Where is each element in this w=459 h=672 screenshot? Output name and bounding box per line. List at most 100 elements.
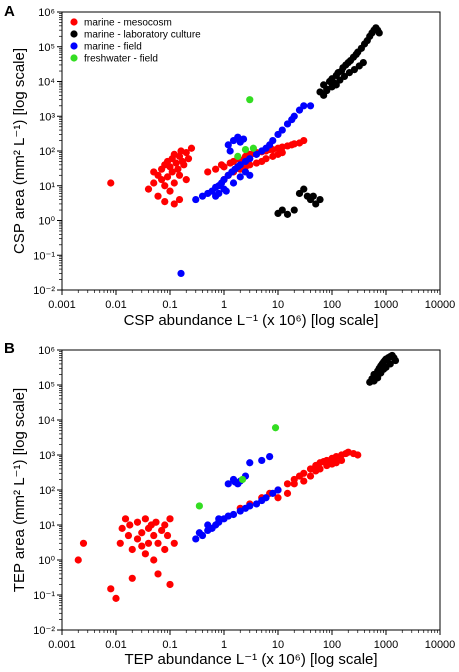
data-point bbox=[306, 472, 315, 480]
data-point bbox=[79, 539, 88, 547]
y-tick-label: 10⁵ bbox=[38, 380, 55, 392]
panel-a-y-axis-label: CSP area (mm² L⁻¹) [log scale] bbox=[11, 48, 28, 254]
x-tick-label: 1 bbox=[221, 639, 227, 651]
data-point bbox=[212, 192, 220, 200]
data-point bbox=[391, 356, 400, 365]
panel-b: B 0.001 0.01 0.1 1 10 100 1000 10000 10⁻² 10⁻¹ 10⁰… bbox=[4, 340, 455, 668]
data-point bbox=[241, 168, 250, 176]
y-tick-label: 10⁴ bbox=[38, 415, 55, 427]
data-point bbox=[138, 542, 146, 550]
data-point bbox=[128, 545, 136, 554]
y-tick-label: 10⁶ bbox=[38, 345, 55, 357]
data-point bbox=[161, 182, 169, 190]
data-point bbox=[161, 521, 169, 529]
data-point bbox=[246, 96, 254, 104]
legend-marker bbox=[70, 30, 78, 38]
data-point bbox=[300, 136, 308, 145]
data-point bbox=[226, 147, 234, 155]
data-point bbox=[180, 161, 188, 169]
y-tick-label: 10⁻² bbox=[33, 285, 55, 297]
legend-marker bbox=[70, 54, 78, 62]
legend-label: marine - mesocosm bbox=[84, 18, 172, 29]
x-tick-label: 100 bbox=[323, 299, 341, 311]
y-tick-label: 10⁻² bbox=[33, 625, 55, 637]
data-point bbox=[174, 165, 182, 173]
data-point bbox=[163, 531, 172, 540]
data-point bbox=[192, 195, 200, 204]
y-tick-label: 10¹ bbox=[39, 520, 55, 532]
panel-a-points bbox=[107, 24, 383, 278]
legend-label: marine - field bbox=[84, 42, 142, 53]
x-tick-label: 0.1 bbox=[162, 299, 177, 311]
data-point bbox=[300, 469, 308, 477]
data-point bbox=[177, 269, 185, 278]
data-point bbox=[229, 510, 238, 519]
y-tick-label: 10⁻¹ bbox=[33, 250, 55, 262]
data-point bbox=[269, 136, 277, 145]
data-point bbox=[198, 531, 207, 540]
data-point bbox=[166, 515, 174, 523]
data-point bbox=[222, 187, 230, 195]
data-point bbox=[246, 155, 254, 163]
panel-a-letter: A bbox=[4, 3, 15, 20]
x-tick-label: 0.001 bbox=[48, 299, 76, 311]
data-point bbox=[262, 494, 270, 502]
data-point bbox=[141, 515, 149, 523]
data-point bbox=[141, 550, 149, 558]
data-point bbox=[252, 150, 261, 158]
data-point bbox=[172, 159, 180, 167]
legend-marker bbox=[70, 42, 78, 50]
data-point bbox=[266, 453, 274, 461]
y-tick-label: 10¹ bbox=[39, 181, 55, 193]
data-point bbox=[128, 574, 136, 582]
y-tick-label: 10³ bbox=[39, 111, 55, 123]
y-tick-label: 10⁻¹ bbox=[33, 590, 55, 602]
x-tick-label: 10 bbox=[272, 639, 284, 651]
data-point bbox=[182, 148, 190, 157]
data-point bbox=[283, 210, 292, 218]
panel-a-x-axis-label: CSP abundance L⁻¹ (x 10⁶) [log scale] bbox=[124, 312, 379, 329]
data-point bbox=[138, 529, 146, 537]
y-tick-label: 10⁵ bbox=[38, 42, 55, 54]
data-point bbox=[300, 102, 308, 110]
data-point bbox=[234, 152, 242, 160]
data-point bbox=[107, 179, 115, 187]
data-point bbox=[274, 494, 282, 502]
data-point bbox=[309, 192, 317, 200]
panel-b-points bbox=[74, 351, 400, 602]
panel-b-y-axis-label: TEP area (mm² L⁻¹) [log scale] bbox=[11, 388, 28, 592]
data-point bbox=[154, 192, 162, 200]
data-point bbox=[278, 126, 286, 134]
panel-a: A 0.001 0.01 0.1 1 10 100 1000 10000 10⁻² 10⁻¹ 10⁰… bbox=[4, 3, 455, 329]
legend-marker bbox=[70, 18, 78, 26]
data-point bbox=[144, 185, 153, 193]
data-point bbox=[121, 515, 130, 523]
data-point bbox=[236, 161, 244, 169]
data-point bbox=[195, 502, 203, 510]
data-point bbox=[161, 545, 169, 554]
data-point bbox=[386, 360, 394, 368]
data-point bbox=[236, 173, 244, 181]
x-tick-label: 1000 bbox=[374, 299, 398, 311]
x-tick-label: 0.1 bbox=[162, 639, 177, 651]
data-point bbox=[192, 535, 200, 543]
data-point bbox=[150, 531, 158, 540]
data-point bbox=[166, 580, 174, 589]
data-point bbox=[124, 531, 133, 540]
data-point bbox=[274, 486, 282, 494]
x-tick-label: 10000 bbox=[425, 299, 456, 311]
data-point bbox=[252, 500, 261, 508]
data-point bbox=[249, 144, 257, 152]
data-point bbox=[278, 206, 286, 214]
x-tick-label: 10000 bbox=[425, 639, 456, 651]
data-point bbox=[224, 480, 232, 488]
data-point bbox=[239, 135, 248, 143]
x-tick-label: 0.01 bbox=[105, 299, 126, 311]
data-point bbox=[204, 521, 212, 529]
y-tick-label: 10⁰ bbox=[38, 216, 55, 228]
panel-b-x-axis-label: TEP abundance L⁻¹ (x 10⁶) [log scale] bbox=[124, 651, 377, 668]
data-point bbox=[168, 168, 176, 176]
panel-b-ticks: 0.001 0.01 0.1 1 10 100 1000 10000 10⁻² 10⁻¹ 10⁰ 10… bbox=[33, 345, 455, 651]
data-point bbox=[170, 179, 178, 187]
